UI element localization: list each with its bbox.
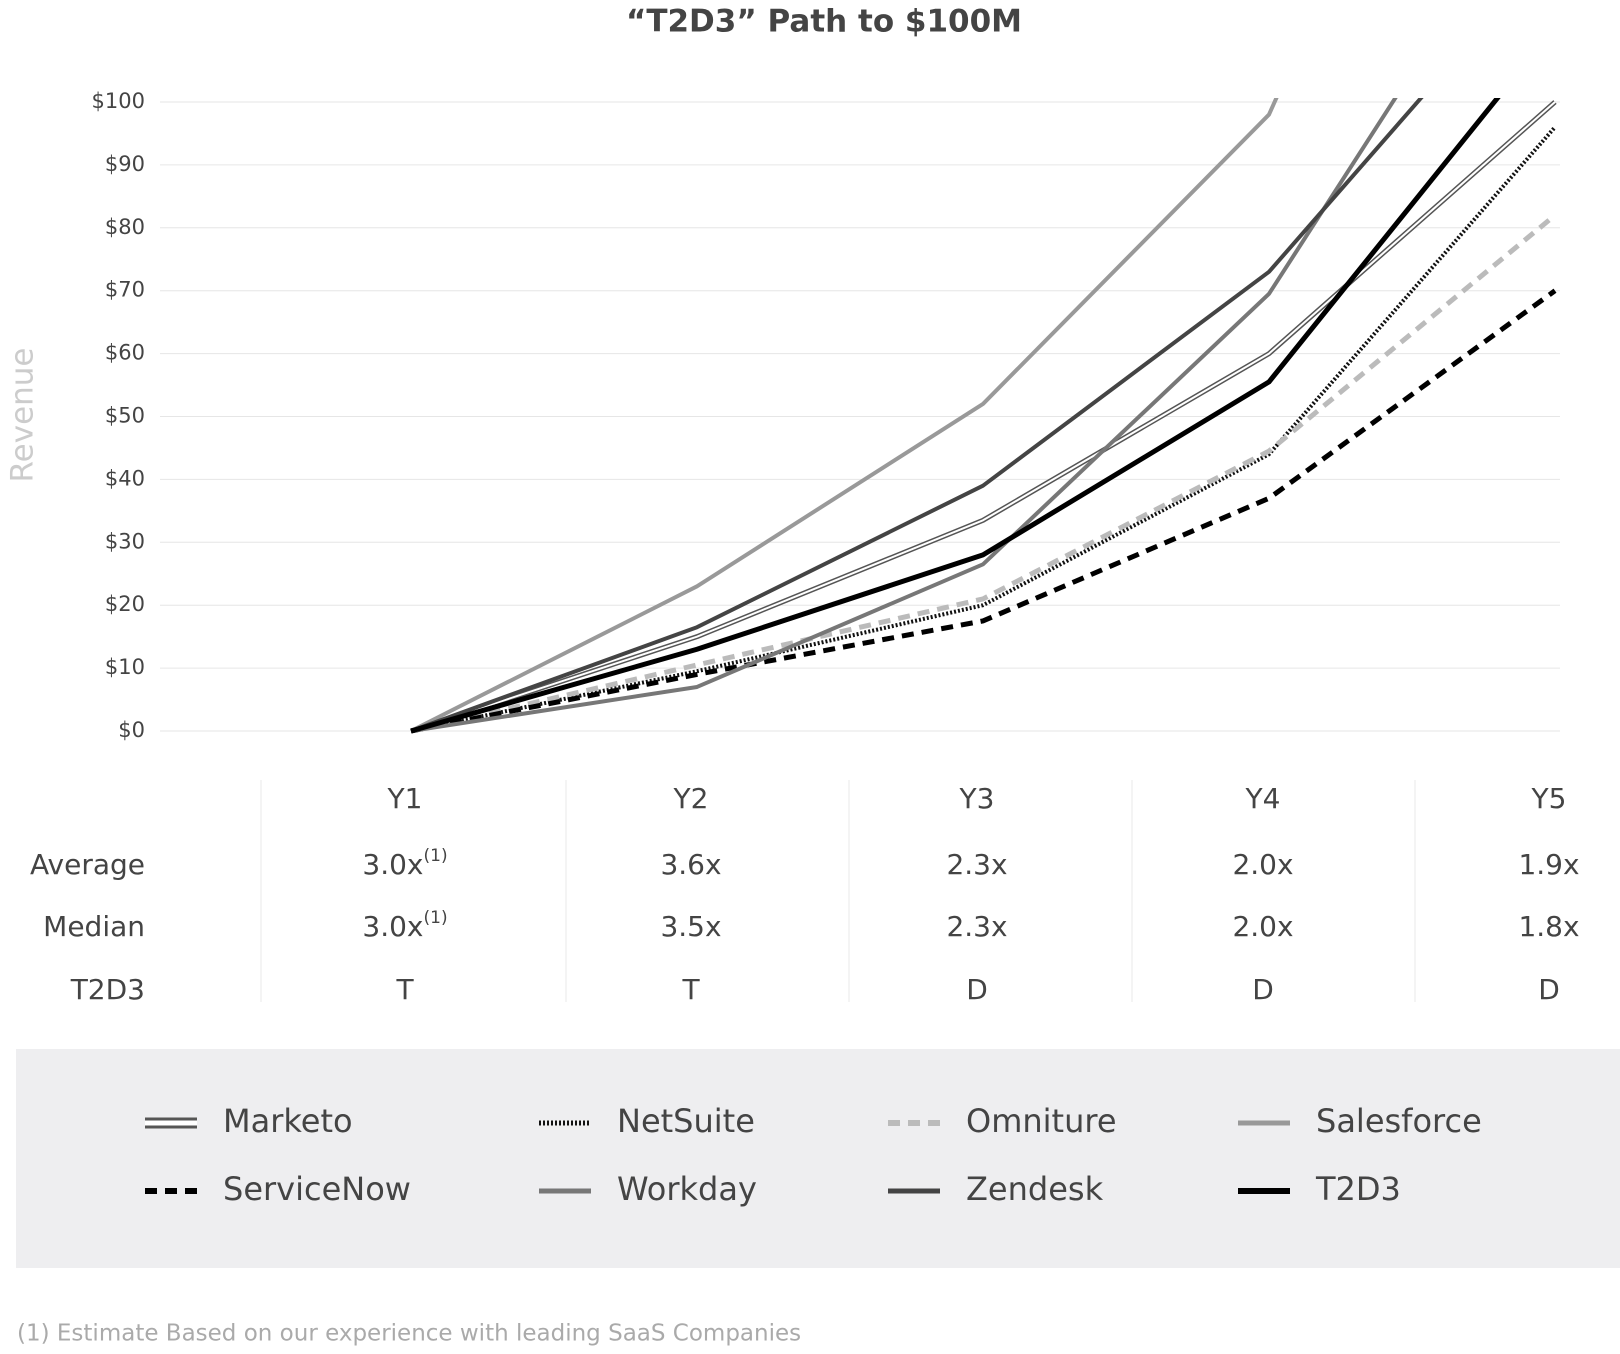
cell-note: (1) (424, 908, 448, 928)
y-tick-label: $10 (105, 655, 145, 679)
cell-value: 1.8x (1518, 910, 1579, 943)
legend-label: Salesforce (1316, 1102, 1482, 1140)
table-cell: 3.5x (660, 910, 721, 943)
plot-area (410, 98, 1557, 734)
cell-value: 2.0x (1232, 848, 1293, 881)
row-label: T2D3 (70, 973, 145, 1006)
cell-value: 3.0x (362, 848, 423, 881)
legend-label: Marketo (223, 1102, 353, 1140)
table-header: Y3 (959, 782, 995, 815)
line-series (410, 98, 1279, 733)
line-series (410, 125, 1557, 733)
cell-value: D (1252, 973, 1274, 1006)
row-label: Average (30, 848, 145, 881)
legend-label: T2D3 (1315, 1170, 1401, 1208)
cell-value: 2.3x (946, 910, 1007, 943)
table-header: Y2 (673, 782, 709, 815)
table-cell: D (966, 973, 988, 1006)
cell-value: D (966, 973, 988, 1006)
table-cell: 2.3x (946, 910, 1007, 943)
cell-value: 2.0x (1232, 910, 1293, 943)
cell-value: 3.5x (660, 910, 721, 943)
y-tick-label: $40 (105, 466, 145, 490)
y-tick-label: $30 (105, 529, 145, 553)
cell-value: T (395, 973, 414, 1006)
chart-title: “T2D3” Path to $100M (626, 4, 1022, 40)
table-header: Y1 (387, 782, 423, 815)
legend-label: Zendesk (966, 1170, 1104, 1208)
line-series (410, 101, 1556, 732)
table-header: Y4 (1245, 782, 1281, 815)
y-axis-label: Revenue (5, 347, 41, 482)
table-cell: D (1538, 973, 1560, 1006)
y-tick-label: $0 (118, 718, 145, 742)
y-tick-label: $60 (105, 341, 145, 365)
cell-note: (1) (424, 846, 448, 866)
table-cell: 3.0x(1) (362, 846, 447, 881)
line-series (410, 288, 1557, 734)
cell-value: T (681, 973, 700, 1006)
table-header: Y5 (1531, 782, 1567, 815)
cell-value: 3.0x (362, 910, 423, 943)
y-tick-label: $50 (105, 404, 145, 428)
line-series (410, 98, 1501, 734)
y-tick-label: $90 (105, 152, 145, 176)
legend-label: NetSuite (617, 1102, 755, 1140)
table-cell: 1.9x (1518, 848, 1579, 881)
line-series (410, 98, 1398, 733)
cell-value: 3.6x (660, 848, 721, 881)
legend-box (16, 1049, 1620, 1268)
y-tick-label: $70 (105, 278, 145, 302)
line-series (410, 213, 1557, 734)
table-cell: T (395, 973, 414, 1006)
legend-label: Workday (617, 1170, 757, 1208)
table-cell: 2.0x (1232, 910, 1293, 943)
table-cell: 3.0x(1) (362, 908, 447, 943)
table-cell: 2.0x (1232, 848, 1293, 881)
table-cell: T (681, 973, 700, 1006)
row-label: Median (43, 910, 145, 943)
footnote: (1) Estimate Based on our experience wit… (17, 1321, 801, 1347)
cell-value: 2.3x (946, 848, 1007, 881)
y-tick-label: $20 (105, 592, 145, 616)
cell-value: D (1538, 973, 1560, 1006)
legend-label: Omniture (966, 1102, 1117, 1140)
cell-value: 1.9x (1518, 848, 1579, 881)
line-series (410, 98, 1424, 733)
table-cell: D (1252, 973, 1274, 1006)
table-cell: 3.6x (660, 848, 721, 881)
legend-label: ServiceNow (223, 1170, 411, 1208)
table-cell: 2.3x (946, 848, 1007, 881)
table-cell: 1.8x (1518, 910, 1579, 943)
y-tick-label: $80 (105, 215, 145, 239)
y-tick-label: $100 (92, 89, 145, 113)
